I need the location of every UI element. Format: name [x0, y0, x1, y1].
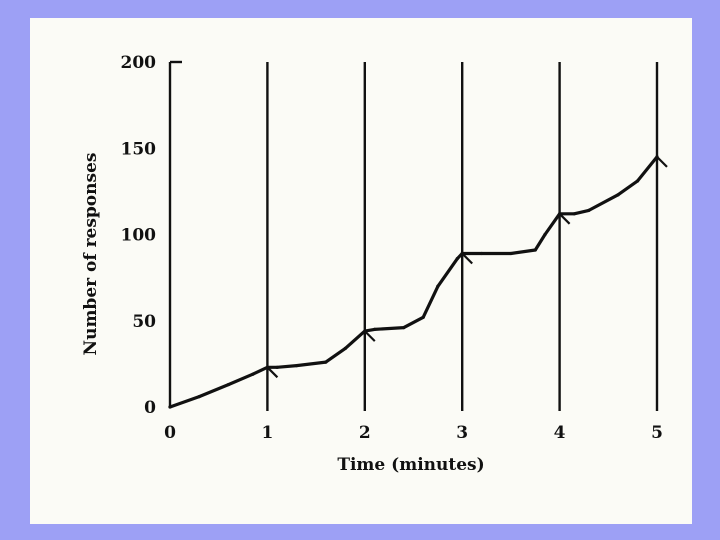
x-axis-title: Time (minutes): [337, 455, 484, 475]
axis-layer: [168, 60, 182, 407]
data-point: [324, 360, 328, 364]
reinforcement-marker: [656, 156, 668, 168]
x-tick-label: 0: [164, 423, 176, 443]
data-point: [509, 251, 513, 256]
x-tick-label: 1: [261, 423, 273, 443]
data-point: [275, 365, 279, 369]
data-point: [616, 193, 620, 197]
y-tick-label: 100: [121, 226, 157, 246]
line-layer: [168, 155, 659, 409]
reinforcement-marker: [461, 252, 473, 265]
data-point: [295, 364, 299, 368]
x-tick-label: 3: [456, 423, 468, 443]
label-layer: 0 50 100 150 200 0 1 2 3 4 5: [121, 53, 663, 443]
x-tick-label: 5: [651, 423, 663, 443]
marker-layer: [266, 156, 668, 379]
data-point: [226, 382, 231, 387]
data-point: [197, 395, 201, 399]
y-tick-label: 0: [144, 398, 156, 418]
data-point: [572, 212, 576, 216]
reinforcement-marker: [364, 330, 376, 342]
data-point: [635, 179, 640, 183]
chart-frame: 0 50 100 150 200 0 1 2 3 4 5 Time (minutes) Number…: [30, 18, 692, 524]
data-point: [587, 208, 591, 212]
reinforcement-marker: [266, 366, 279, 379]
response-chart: 0 50 100 150 200 0 1 2 3 4 5 Time (minutes) Number…: [81, 53, 668, 475]
y-axis-title: Number of responses: [81, 153, 101, 356]
x-tick-label: 4: [554, 423, 566, 443]
data-point: [168, 405, 172, 409]
data-point: [421, 315, 425, 319]
data-point: [436, 284, 440, 288]
y-tick-label: 50: [132, 312, 156, 332]
data-point: [343, 346, 347, 350]
data-point: [251, 372, 255, 376]
y-tick-label: 150: [121, 139, 157, 159]
data-point: [455, 257, 459, 261]
data-point: [533, 248, 537, 252]
data-point: [543, 232, 547, 237]
data-point: [480, 251, 484, 256]
response-line: [168, 155, 659, 409]
grid-layer: [266, 62, 659, 411]
x-tick-label: 2: [359, 423, 371, 443]
reinforcement-marker: [558, 213, 571, 225]
data-point: [372, 327, 377, 331]
y-tick-label: 200: [121, 53, 157, 73]
data-point: [402, 326, 406, 330]
